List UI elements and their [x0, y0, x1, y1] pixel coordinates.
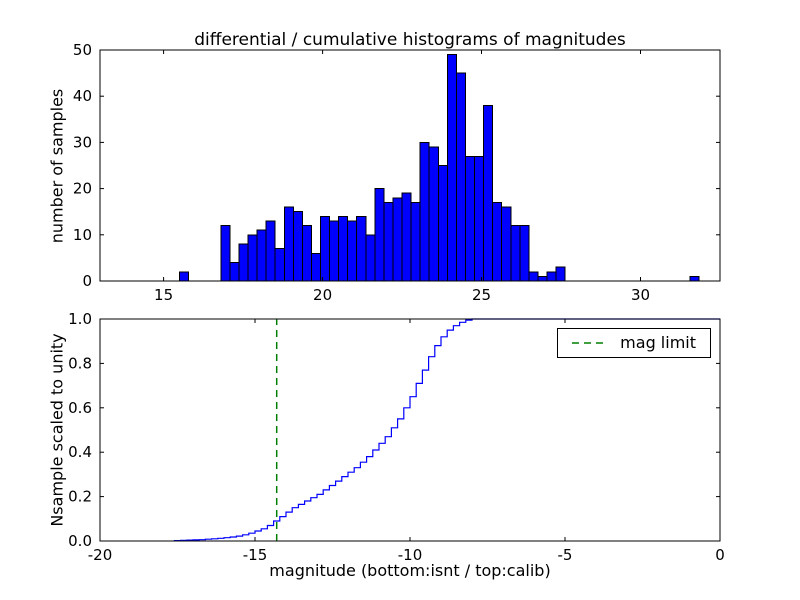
bottom-frame: [99, 318, 721, 542]
bottom-xtick-label: -20: [88, 546, 113, 564]
histogram-bar: [310, 252, 321, 282]
top-ytick-label: 20: [73, 180, 92, 198]
histogram-bar: [419, 141, 430, 282]
histogram-bar: [301, 225, 312, 282]
histogram-bar: [492, 202, 503, 282]
legend-label: mag limit: [620, 333, 696, 352]
histogram-bar: [474, 155, 485, 282]
histogram-bar: [220, 225, 231, 282]
histogram-bar: [179, 271, 189, 282]
histogram-bar: [283, 206, 294, 282]
histogram-bar: [437, 165, 448, 282]
bottom-ytick-label: 0.6: [68, 399, 92, 417]
top-ylabel: number of samples: [47, 88, 67, 244]
figure-title: differential / cumulative histograms of …: [194, 30, 626, 50]
histogram-bar: [374, 188, 385, 282]
histogram-bar: [528, 271, 539, 282]
bottom-xtick-label: -5: [558, 546, 573, 564]
histogram-bar: [329, 220, 340, 282]
histogram-bar: [247, 234, 258, 282]
bottom-ytick-label: 0.4: [68, 443, 92, 461]
histogram-bar: [483, 104, 494, 282]
bottom-xtick-label: -15: [243, 546, 268, 564]
histogram-bar: [401, 192, 412, 282]
histogram-bar: [274, 248, 285, 282]
top-ytick-label: 0: [82, 272, 92, 290]
histogram-bar: [229, 262, 240, 282]
bottom-xtick-label: 0: [715, 546, 725, 564]
histogram-bar: [292, 211, 303, 282]
xlabel: magnitude (bottom:isnt / top:calib): [269, 561, 551, 580]
histogram-bar: [537, 275, 548, 282]
histogram-bar: [465, 155, 475, 282]
histogram-bar: [392, 197, 403, 282]
top-xtick-label: 30: [631, 286, 650, 304]
top-ytick-label: 10: [73, 226, 92, 244]
top-xtick-label: 25: [472, 286, 491, 304]
top-xtick-label: 20: [313, 286, 332, 304]
bottom-ytick-label: 1.0: [68, 310, 92, 328]
histogram-bar: [365, 234, 376, 282]
histogram-bar: [428, 146, 439, 282]
legend-line-sample: [572, 342, 607, 344]
bottom-ylabel: Nsample scaled to unity: [47, 333, 67, 527]
bottom-ytick-label: 0.8: [68, 354, 92, 372]
histogram-bar: [265, 220, 276, 282]
top-ytick-label: 50: [73, 41, 92, 59]
histogram-bar: [519, 225, 530, 282]
bottom-ytick-label: 0.0: [68, 532, 92, 550]
histogram-bar: [383, 202, 394, 282]
histogram-bar: [356, 215, 367, 282]
bottom-ytick-label: 0.2: [68, 488, 92, 506]
histogram-bar: [338, 215, 349, 282]
histogram-bar: [510, 225, 521, 282]
histogram-bar: [446, 54, 457, 282]
top-ytick-label: 30: [73, 133, 92, 151]
histogram-bar: [256, 229, 267, 282]
bottom-xtick-label: -10: [398, 546, 423, 564]
top-frame: [99, 49, 721, 282]
top-xtick-label: 15: [154, 286, 173, 304]
top-ytick-label: 40: [73, 87, 92, 105]
histogram-bar: [320, 215, 331, 282]
histogram-bar: [501, 206, 512, 282]
histogram-bar: [555, 266, 566, 282]
histogram-bar: [455, 72, 466, 282]
histogram-bar: [410, 202, 421, 282]
histogram-bar: [546, 271, 557, 282]
cumulative-step-line: [173, 318, 720, 542]
histogram-bar: [238, 243, 249, 282]
histogram-bar: [347, 220, 358, 282]
legend: mag limit: [557, 328, 711, 358]
histogram-bar: [689, 275, 700, 282]
